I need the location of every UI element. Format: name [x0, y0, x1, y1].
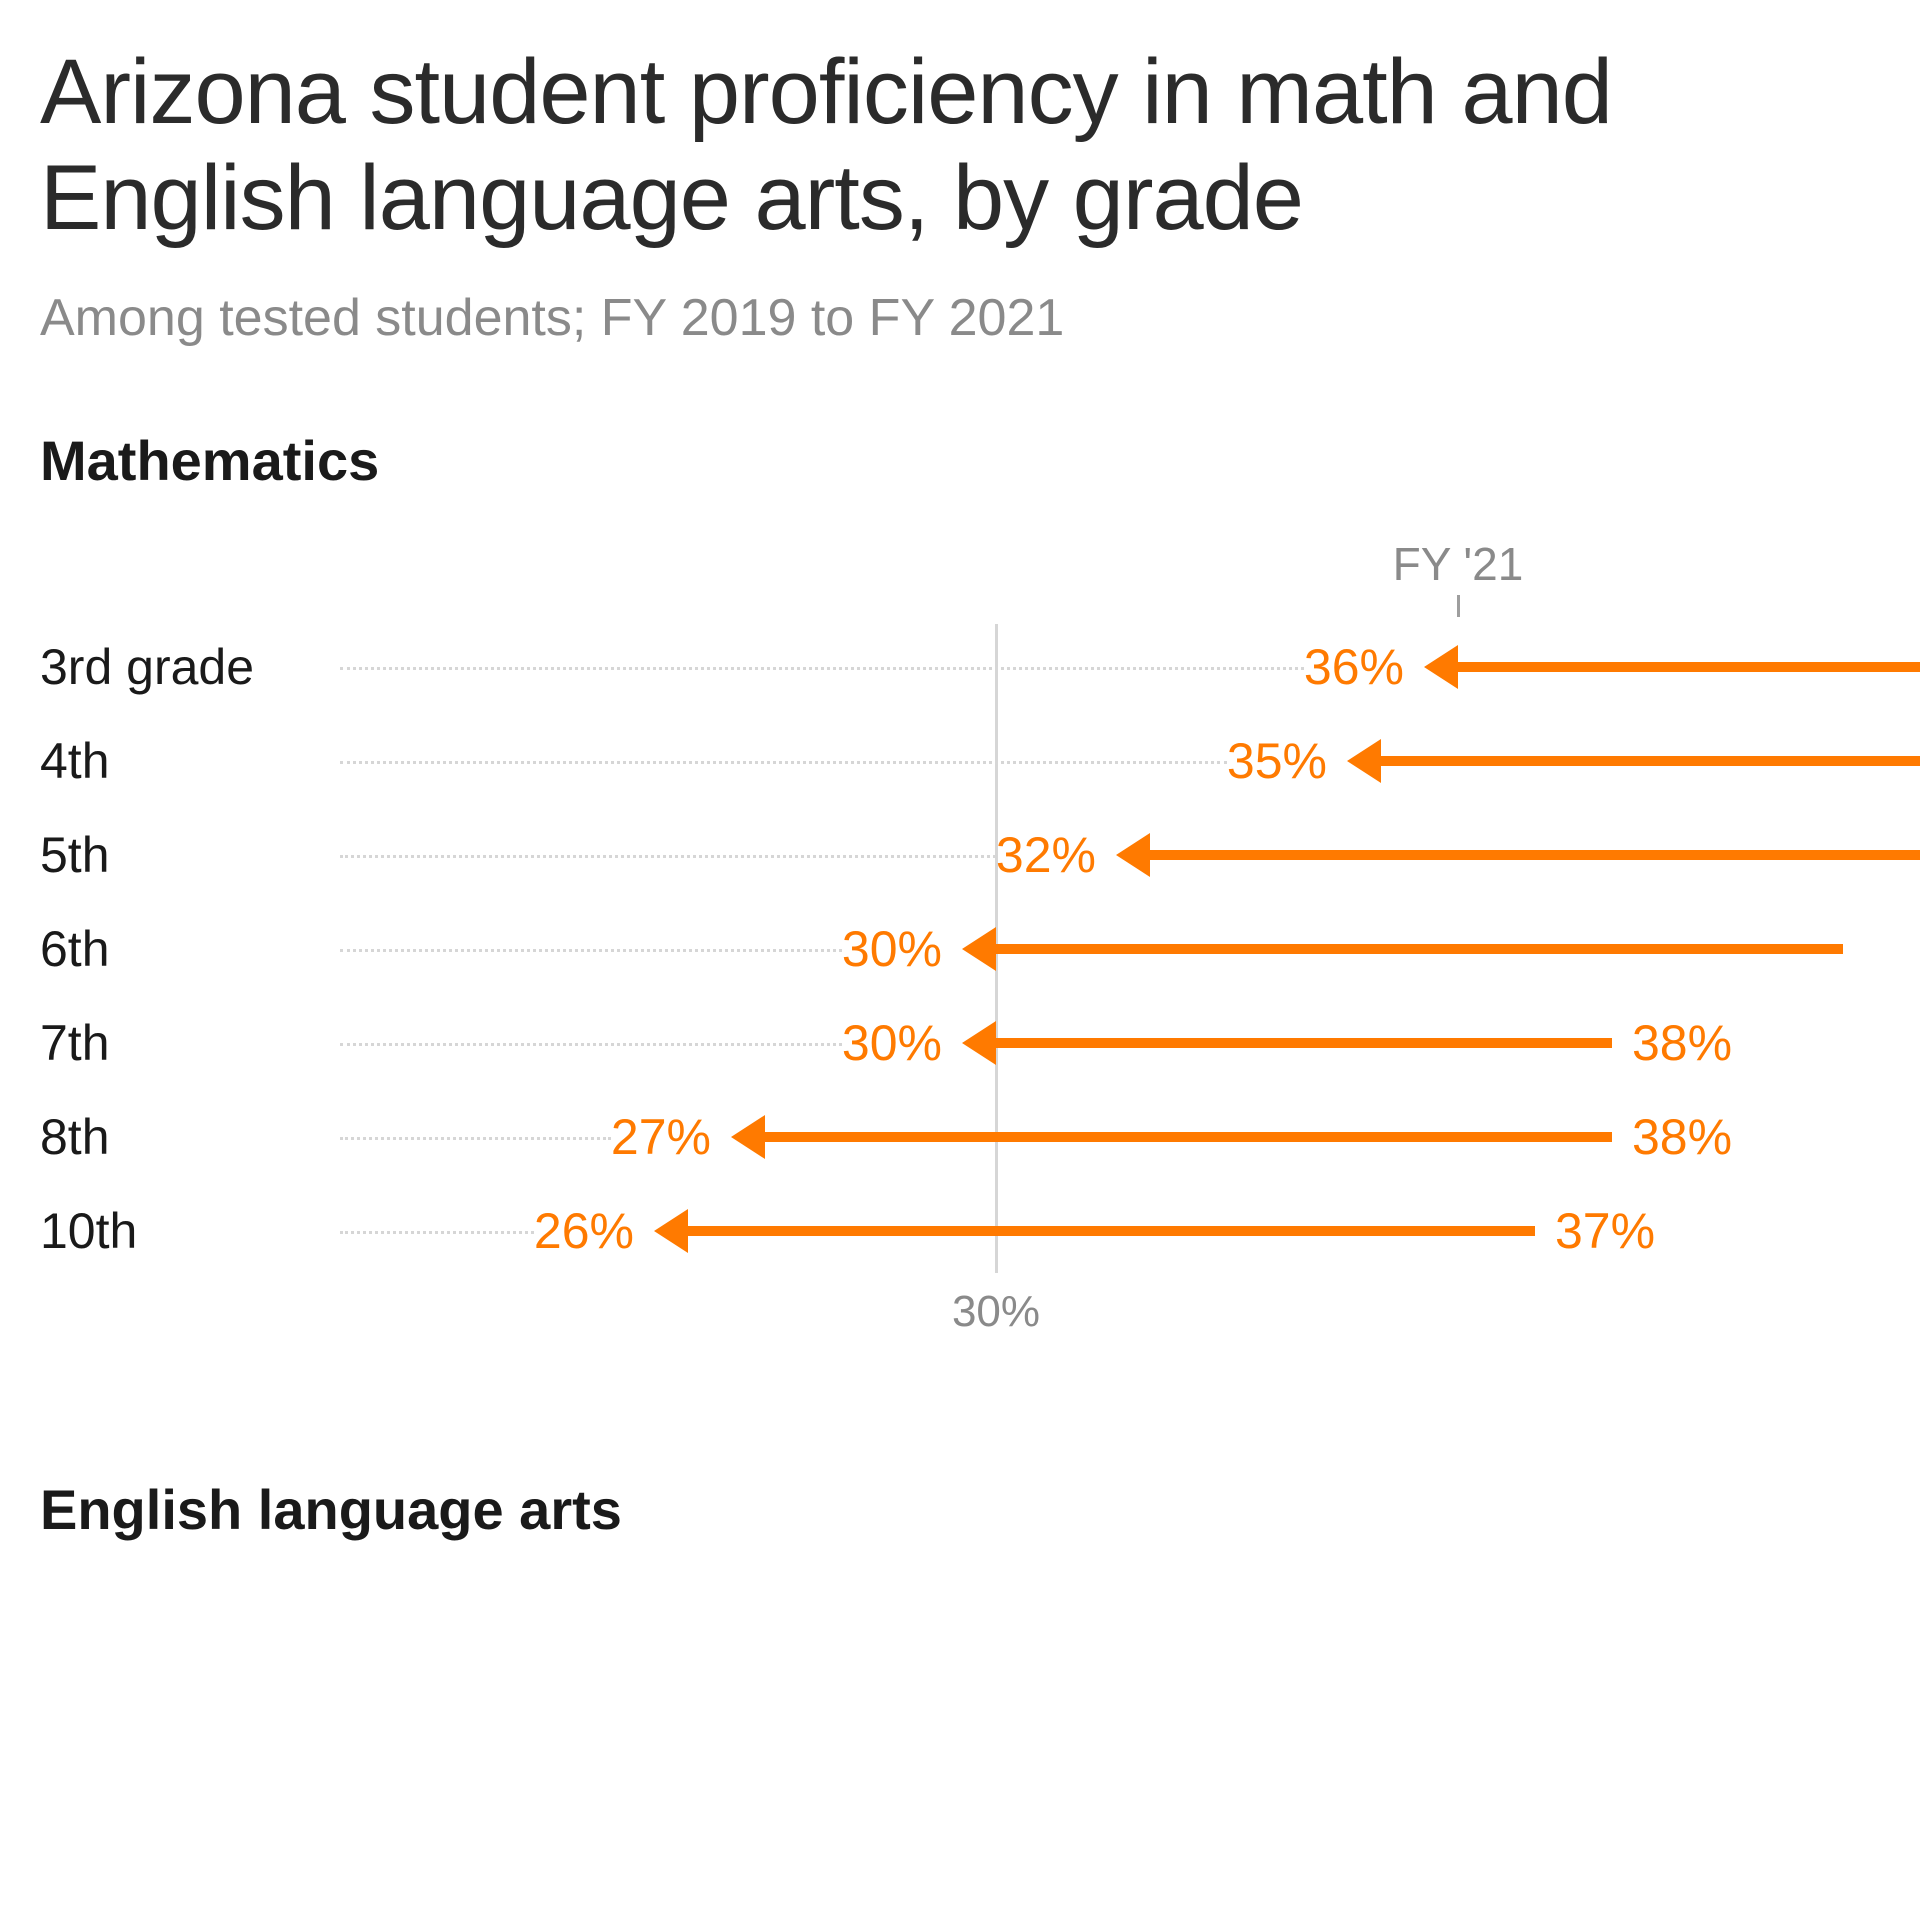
- value-fy21: 30%: [842, 1014, 942, 1072]
- value-fy21: 36%: [1304, 638, 1404, 696]
- row-baseline: [340, 1137, 611, 1140]
- value-fy21: 35%: [1227, 732, 1327, 790]
- page-title: Arizona student proficiency in math and …: [40, 40, 1920, 252]
- row-baseline: [340, 667, 1304, 670]
- arrow-head: [962, 927, 996, 971]
- row-baseline: [340, 855, 996, 858]
- arrow-head: [1424, 645, 1458, 689]
- arrow-line: [996, 1038, 1612, 1048]
- value-fy21: 26%: [534, 1202, 634, 1260]
- row-label: 8th: [40, 1108, 110, 1166]
- value-fy19: 38%: [1632, 1108, 1732, 1166]
- annotation-fy21: FY '21: [1393, 537, 1524, 591]
- row-baseline: [340, 949, 842, 952]
- row-label: 7th: [40, 1014, 110, 1072]
- arrow-head: [731, 1115, 765, 1159]
- row-label: 10th: [40, 1202, 137, 1260]
- row-baseline: [340, 761, 1227, 764]
- arrow-head: [654, 1209, 688, 1253]
- mathematics-arrow-chart: FY '21 3rd grade 36% 4th 35% 5th 32% 6th 30% 7th 3…: [40, 537, 1920, 1357]
- row-label: 4th: [40, 732, 110, 790]
- page-subtitle: Among tested students; FY 2019 to FY 202…: [40, 288, 1920, 348]
- row-baseline: [340, 1231, 534, 1234]
- annotation-fy21-tick: [1457, 595, 1460, 617]
- arrow-head: [962, 1021, 996, 1065]
- value-fy19: 38%: [1632, 1014, 1732, 1072]
- section-header-mathematics: Mathematics: [40, 428, 1920, 493]
- row-label: 6th: [40, 920, 110, 978]
- row-baseline: [340, 1043, 842, 1046]
- row-label: 3rd grade: [40, 638, 254, 696]
- arrow-line: [1458, 662, 1920, 672]
- arrow-head: [1347, 739, 1381, 783]
- arrow-line: [1381, 756, 1920, 766]
- row-label: 5th: [40, 826, 110, 884]
- x-axis-tick-label: 30%: [952, 1287, 1040, 1337]
- value-fy21: 32%: [996, 826, 1096, 884]
- value-fy21: 27%: [611, 1108, 711, 1166]
- arrow-line: [1150, 850, 1920, 860]
- arrow-line: [688, 1226, 1535, 1236]
- value-fy21: 30%: [842, 920, 942, 978]
- section-header-ela: English language arts: [40, 1477, 1920, 1542]
- arrow-line: [765, 1132, 1612, 1142]
- value-fy19: 37%: [1555, 1202, 1655, 1260]
- arrow-head: [1116, 833, 1150, 877]
- arrow-line: [996, 944, 1843, 954]
